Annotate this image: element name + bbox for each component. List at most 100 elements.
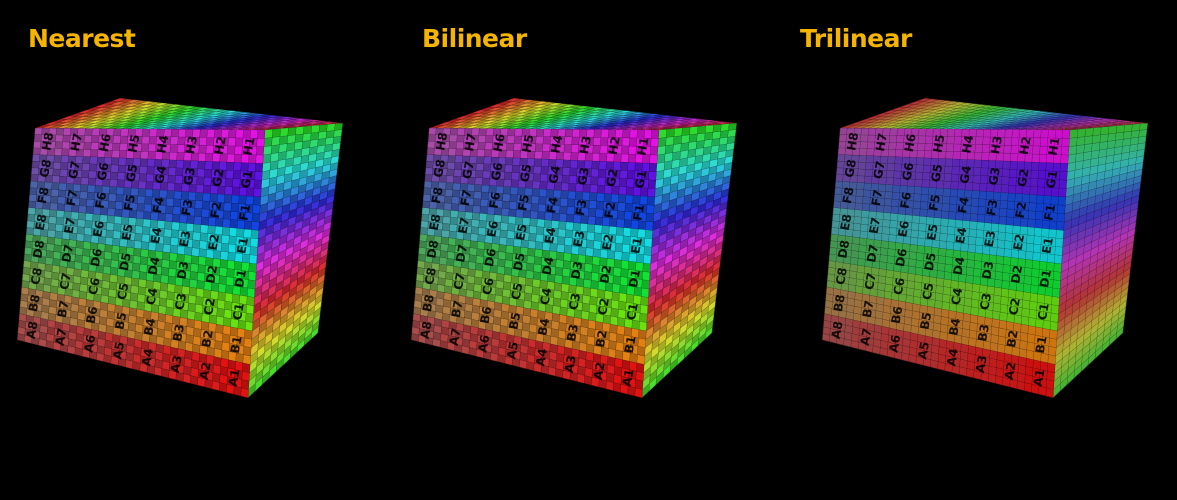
texture-cell (441, 229, 450, 239)
texture-cell (443, 202, 452, 211)
texture-cell (166, 190, 175, 199)
texture-cell (918, 128, 927, 137)
cell-label: A7 (53, 327, 70, 347)
cube-right-face (1052, 122, 1149, 399)
texture-cell (45, 250, 54, 259)
texture-cell (657, 145, 666, 156)
texture-cell (1060, 154, 1069, 164)
cell-label: B7 (55, 299, 72, 319)
texture-cell (883, 198, 893, 207)
texture-cell (1076, 128, 1086, 138)
texture-cell (1059, 171, 1068, 181)
texture-cell (253, 179, 263, 189)
texture-cell (640, 296, 649, 307)
texture-cell (498, 236, 508, 246)
texture-cell (220, 250, 229, 261)
texture-cell (975, 136, 984, 145)
texture-cell (1028, 194, 1038, 204)
texture-cell (538, 188, 548, 198)
texture-cell (198, 137, 208, 146)
cell-label: H4 (154, 134, 171, 155)
texture-cell (878, 261, 888, 271)
texture-cell (630, 228, 639, 238)
texture-cell (497, 258, 506, 268)
texture-cell (505, 244, 514, 254)
texture-cell (1049, 329, 1058, 340)
cell-label: F4 (150, 196, 167, 215)
texture-cell (1084, 135, 1094, 145)
cell-label: B5 (112, 311, 129, 331)
texture-cell (598, 160, 607, 170)
texture-cell (1036, 194, 1045, 204)
texture-cell (583, 278, 592, 289)
texture-cell (974, 144, 983, 153)
cell-label: C3 (172, 292, 189, 311)
texture-cell (608, 225, 617, 236)
cell-label: F7 (458, 188, 475, 207)
texture-cell (651, 129, 660, 139)
texture-cell (951, 158, 961, 168)
texture-cell (166, 182, 176, 192)
texture-cell (233, 162, 242, 172)
cell-label: D6 (88, 247, 105, 267)
texture-cell (583, 271, 593, 281)
texture-cell (908, 258, 917, 268)
texture-cell (1032, 145, 1041, 155)
texture-cell (562, 159, 571, 169)
texture-cell (496, 265, 506, 275)
texture-cell (535, 136, 544, 145)
texture-cell (728, 122, 738, 131)
texture-cell (1024, 267, 1033, 277)
texture-cell (617, 194, 627, 204)
texture-cell (639, 312, 648, 323)
texture-cell (224, 186, 233, 196)
texture-cell (49, 209, 58, 218)
texture-cell (1005, 224, 1014, 234)
texture-cell (444, 195, 453, 204)
cell-label: H3 (183, 135, 200, 156)
texture-cell (189, 278, 198, 289)
texture-cell (696, 132, 706, 142)
texture-cell (118, 157, 127, 166)
texture-cell (836, 154, 846, 162)
texture-cell (225, 178, 234, 188)
texture-cell (530, 203, 539, 212)
texture-cell (942, 188, 951, 197)
texture-cell (916, 157, 925, 166)
texture-cell (887, 149, 897, 158)
texture-cell (879, 254, 888, 263)
texture-cell (454, 155, 463, 164)
texture-cell (943, 173, 952, 182)
texture-cell (1123, 124, 1133, 133)
texture-cell (637, 228, 646, 239)
texture-cell (247, 279, 256, 290)
texture-cell (536, 218, 545, 228)
texture-cell (527, 240, 537, 250)
texture-cell (1034, 227, 1043, 237)
texture-cell (169, 252, 178, 262)
texture-cell (229, 219, 238, 229)
cell-label: H5 (126, 133, 143, 154)
texture-cell (592, 137, 602, 146)
texture-cell (1007, 192, 1016, 202)
texture-cell (446, 161, 456, 170)
texture-cell (612, 283, 621, 294)
texture-cell (964, 289, 973, 300)
texture-cell (428, 127, 437, 135)
texture-cell (839, 127, 848, 135)
texture-cell (142, 218, 151, 228)
texture-cell (558, 213, 568, 223)
texture-cell (649, 146, 659, 156)
cell-label: G2 (604, 168, 621, 188)
texture-cell (196, 176, 205, 186)
texture-cell (110, 164, 119, 173)
cube-front-face (821, 127, 1071, 399)
cell-label: G1 (632, 169, 649, 189)
cell-label: D5 (117, 252, 134, 272)
texture-cell (994, 271, 1004, 281)
texture-cell (74, 254, 83, 263)
texture-cell (503, 274, 512, 284)
texture-cell (235, 129, 244, 139)
texture-cell (1022, 299, 1031, 310)
